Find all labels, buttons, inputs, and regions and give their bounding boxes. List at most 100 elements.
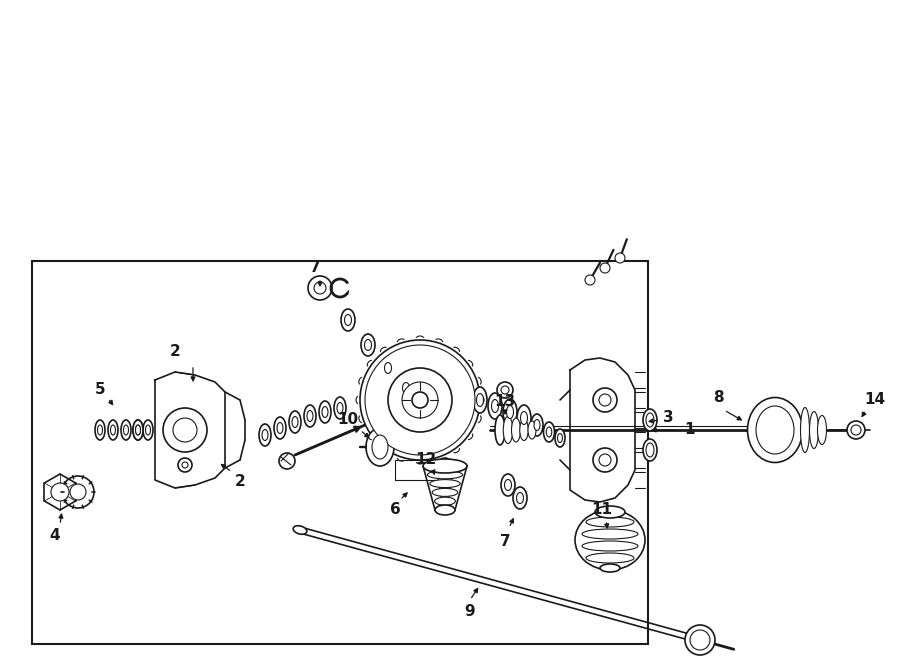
Ellipse shape <box>384 362 392 373</box>
Ellipse shape <box>133 420 143 440</box>
Ellipse shape <box>274 417 286 439</box>
Ellipse shape <box>491 399 499 412</box>
Ellipse shape <box>690 630 710 650</box>
Ellipse shape <box>432 488 458 496</box>
Ellipse shape <box>517 405 531 431</box>
Ellipse shape <box>520 412 527 424</box>
Ellipse shape <box>259 424 271 446</box>
Polygon shape <box>570 358 635 502</box>
Ellipse shape <box>495 415 505 445</box>
Ellipse shape <box>277 422 283 434</box>
Text: 12: 12 <box>416 453 436 467</box>
Ellipse shape <box>517 492 524 504</box>
Circle shape <box>365 345 475 455</box>
Ellipse shape <box>507 405 514 418</box>
Ellipse shape <box>748 397 803 463</box>
Ellipse shape <box>345 315 352 325</box>
Ellipse shape <box>337 403 343 414</box>
Text: 7: 7 <box>310 260 320 276</box>
Text: 5: 5 <box>94 383 105 397</box>
Text: 10: 10 <box>338 412 358 428</box>
Ellipse shape <box>262 430 268 440</box>
Text: 11: 11 <box>591 502 613 518</box>
Ellipse shape <box>557 434 562 442</box>
Ellipse shape <box>381 357 395 379</box>
Circle shape <box>360 340 480 460</box>
Ellipse shape <box>520 420 528 440</box>
Ellipse shape <box>511 418 520 442</box>
Circle shape <box>847 421 865 439</box>
Ellipse shape <box>136 425 140 435</box>
Ellipse shape <box>513 487 527 509</box>
Ellipse shape <box>600 564 620 572</box>
Circle shape <box>600 263 610 273</box>
Circle shape <box>599 454 611 466</box>
Ellipse shape <box>399 377 413 399</box>
Circle shape <box>599 394 611 406</box>
Text: 3: 3 <box>662 410 673 426</box>
Text: 8: 8 <box>713 391 724 405</box>
Ellipse shape <box>307 410 313 422</box>
Circle shape <box>182 462 188 468</box>
Text: 7: 7 <box>500 535 510 549</box>
Ellipse shape <box>289 411 301 433</box>
Circle shape <box>308 276 332 300</box>
Ellipse shape <box>108 420 118 440</box>
Ellipse shape <box>97 425 103 435</box>
Ellipse shape <box>646 413 654 427</box>
Ellipse shape <box>95 420 105 440</box>
Ellipse shape <box>442 504 448 512</box>
Ellipse shape <box>439 481 451 495</box>
Circle shape <box>593 388 617 412</box>
Ellipse shape <box>546 427 552 437</box>
Ellipse shape <box>372 435 388 459</box>
Circle shape <box>851 425 861 435</box>
Ellipse shape <box>685 625 715 655</box>
Ellipse shape <box>503 399 517 425</box>
Text: 2: 2 <box>169 344 180 360</box>
Ellipse shape <box>582 541 638 551</box>
Ellipse shape <box>428 471 463 479</box>
Ellipse shape <box>341 309 355 331</box>
Circle shape <box>70 484 86 500</box>
Ellipse shape <box>595 506 625 518</box>
Circle shape <box>51 483 69 501</box>
Ellipse shape <box>473 387 487 413</box>
Ellipse shape <box>817 416 826 444</box>
Ellipse shape <box>364 340 372 350</box>
Ellipse shape <box>146 425 150 435</box>
Ellipse shape <box>756 406 794 454</box>
Ellipse shape <box>123 425 129 435</box>
Ellipse shape <box>435 497 455 505</box>
Text: 1: 1 <box>685 422 695 438</box>
Ellipse shape <box>646 443 654 457</box>
Ellipse shape <box>809 412 818 449</box>
Circle shape <box>615 253 625 263</box>
Ellipse shape <box>437 506 453 514</box>
Ellipse shape <box>800 407 809 453</box>
Circle shape <box>585 275 595 285</box>
Circle shape <box>314 282 326 294</box>
Text: 4: 4 <box>50 527 60 543</box>
Ellipse shape <box>292 416 298 428</box>
Ellipse shape <box>322 407 328 418</box>
Ellipse shape <box>476 393 483 407</box>
Ellipse shape <box>133 420 143 440</box>
Ellipse shape <box>334 397 346 419</box>
Circle shape <box>178 458 192 472</box>
Text: 2: 2 <box>235 475 246 490</box>
Ellipse shape <box>534 420 540 430</box>
Ellipse shape <box>575 510 645 570</box>
Ellipse shape <box>438 469 452 486</box>
Ellipse shape <box>555 429 565 447</box>
Ellipse shape <box>136 425 140 435</box>
Circle shape <box>497 382 513 398</box>
Text: 6: 6 <box>390 502 400 518</box>
Ellipse shape <box>111 425 115 435</box>
Ellipse shape <box>361 334 375 356</box>
Ellipse shape <box>366 428 394 466</box>
Text: 9: 9 <box>464 605 475 619</box>
Circle shape <box>279 453 295 469</box>
Ellipse shape <box>293 525 307 534</box>
Ellipse shape <box>402 383 410 393</box>
